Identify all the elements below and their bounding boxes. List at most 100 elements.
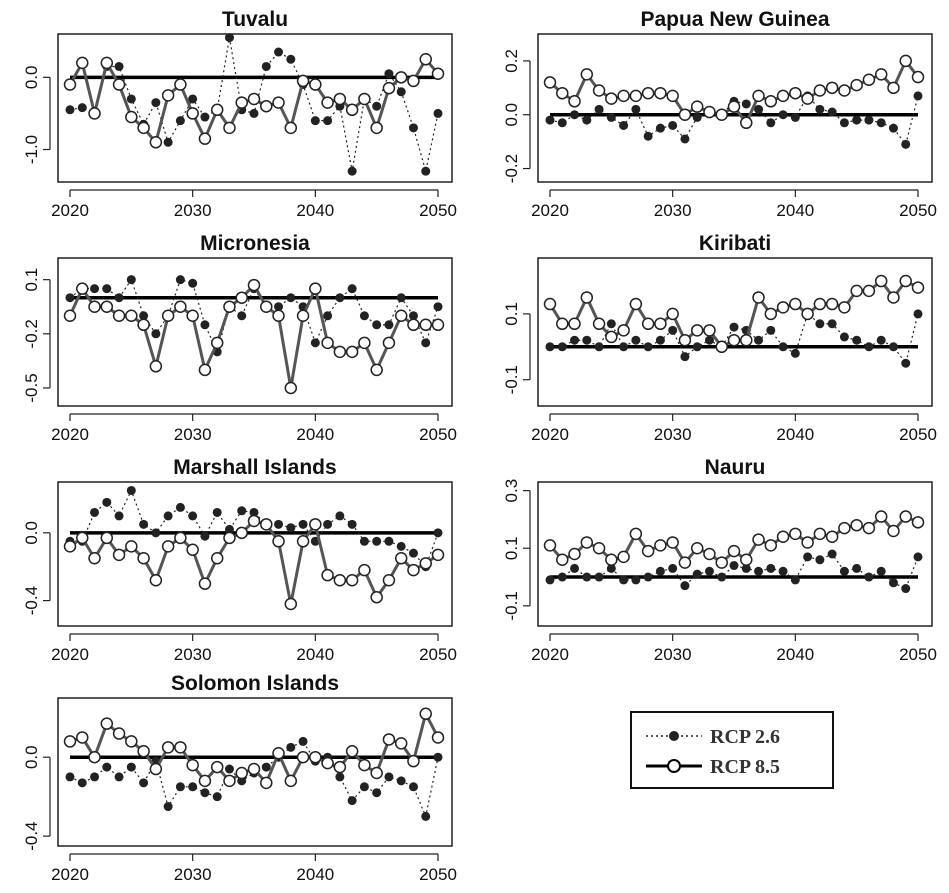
panel-title: Tuvalu [222, 8, 288, 31]
point-rcp26 [668, 120, 678, 130]
point-rcp26 [606, 319, 616, 329]
point-rcp26 [310, 338, 320, 348]
point-rcp26 [396, 87, 406, 97]
point-rcp26 [545, 575, 555, 585]
point-rcp85 [137, 745, 150, 758]
point-rcp85 [260, 518, 273, 531]
point-rcp85 [431, 548, 445, 562]
point-rcp26 [102, 284, 112, 294]
point-rcp26 [151, 528, 161, 538]
point-rcp26 [864, 115, 874, 125]
y-tick-label: 0.0 [22, 745, 41, 769]
point-rcp85 [100, 531, 114, 545]
point-rcp85 [309, 750, 322, 764]
point-rcp85 [850, 518, 863, 532]
point-rcp26 [852, 335, 862, 345]
point-rcp85 [112, 727, 126, 740]
point-rcp26 [704, 566, 714, 576]
point-rcp85 [801, 92, 814, 105]
x-tick-label: 2050 [419, 865, 457, 884]
point-rcp26 [188, 94, 198, 104]
y-tick-label: 0.1 [502, 536, 521, 560]
point-rcp26 [754, 335, 764, 345]
point-rcp85 [186, 309, 199, 323]
point-rcp26 [631, 104, 641, 114]
point-rcp26 [582, 335, 592, 345]
panel-title: Marshall Islands [173, 456, 336, 479]
point-rcp85 [690, 541, 704, 555]
point-rcp26 [347, 519, 357, 529]
point-rcp85 [76, 731, 89, 744]
panel-title: Kiribati [699, 232, 771, 255]
point-rcp85 [789, 527, 802, 541]
point-rcp85 [703, 547, 716, 561]
point-rcp85 [776, 89, 790, 103]
point-rcp26 [668, 563, 678, 573]
x-tick-label: 2040 [296, 645, 334, 664]
x-tick-label: 2030 [174, 201, 212, 220]
point-rcp85 [149, 574, 163, 587]
point-rcp26 [286, 293, 296, 303]
point-rcp26 [433, 302, 443, 312]
point-rcp26 [163, 511, 173, 521]
point-rcp85 [752, 291, 765, 304]
point-rcp26 [286, 54, 296, 64]
point-rcp26 [839, 332, 849, 342]
point-rcp85 [887, 524, 900, 538]
point-rcp26 [323, 311, 333, 321]
point-rcp85 [100, 717, 114, 730]
point-rcp26 [175, 782, 185, 792]
point-rcp85 [703, 324, 716, 337]
point-rcp85 [862, 521, 876, 535]
point-rcp85 [76, 531, 89, 545]
point-rcp26 [323, 116, 333, 126]
panel-micronesia: Micronesia 2020 2030 2040 2050 0.1 -0.2 -0.5 [22, 232, 457, 444]
point-rcp85 [419, 53, 432, 66]
point-rcp85 [309, 518, 322, 531]
point-rcp85 [678, 333, 692, 347]
plot-frame [537, 257, 933, 407]
legend-label-rcp85: RCP 8.5 [710, 756, 780, 778]
point-rcp26 [876, 566, 886, 576]
point-rcp85 [899, 54, 912, 68]
point-rcp26 [557, 118, 567, 128]
point-rcp26 [151, 98, 161, 108]
point-rcp85 [592, 317, 606, 331]
point-rcp26 [901, 139, 911, 149]
point-rcp85 [88, 107, 101, 120]
point-rcp26 [692, 569, 702, 579]
point-rcp85 [592, 84, 606, 97]
point-rcp26 [433, 752, 443, 762]
point-rcp26 [408, 123, 418, 133]
point-rcp85 [333, 92, 347, 106]
point-rcp85 [887, 291, 900, 304]
point-rcp85 [186, 758, 199, 772]
point-rcp26 [396, 776, 406, 786]
point-rcp85 [764, 307, 778, 321]
point-rcp85 [76, 282, 89, 295]
point-rcp85 [100, 56, 114, 70]
legend-entry-rcp26: RCP 2.6 [646, 726, 780, 748]
point-rcp85 [309, 78, 322, 91]
point-rcp85 [556, 317, 569, 331]
point-rcp85 [174, 531, 187, 545]
point-rcp85 [605, 553, 618, 567]
point-rcp85 [629, 89, 643, 103]
point-rcp26 [298, 519, 308, 529]
point-rcp26 [126, 485, 136, 495]
point-rcp85 [321, 96, 334, 109]
point-rcp26 [237, 311, 247, 321]
point-rcp85 [358, 336, 371, 350]
point-rcp26 [631, 575, 641, 585]
plot-frame [57, 697, 453, 847]
point-rcp26 [114, 61, 124, 71]
y-tick-label: -0.5 [22, 373, 41, 402]
x-tick-label: 2030 [174, 645, 212, 664]
point-rcp85 [272, 747, 285, 760]
point-rcp26 [261, 61, 271, 71]
point-rcp26 [582, 572, 592, 582]
point-rcp85 [345, 103, 359, 117]
point-rcp26 [384, 69, 394, 79]
point-rcp85 [789, 297, 802, 311]
point-rcp26 [359, 782, 369, 792]
